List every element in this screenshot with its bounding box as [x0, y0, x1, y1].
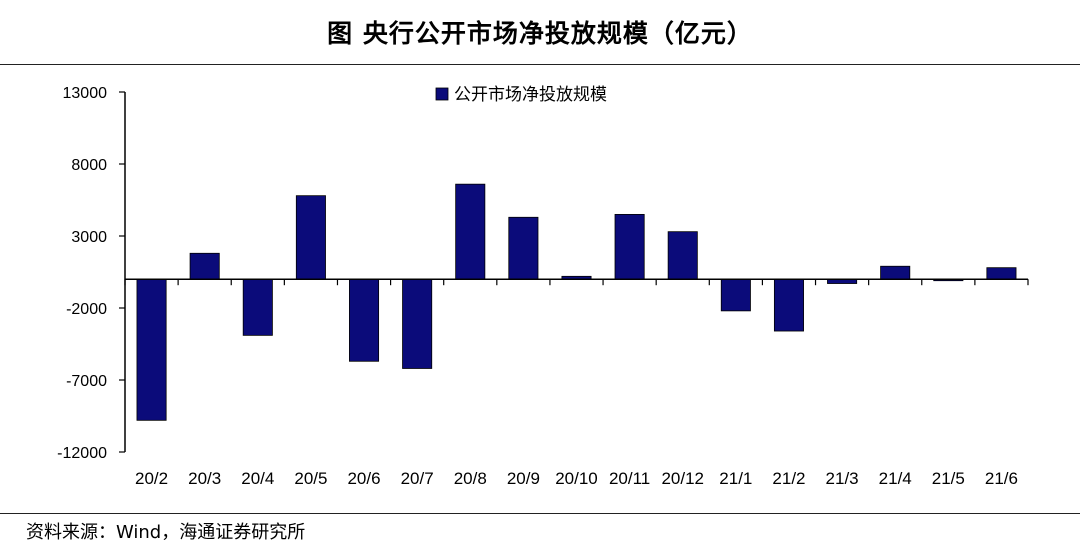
- bars: [136, 183, 1017, 421]
- bar: [349, 278, 380, 362]
- y-tick-label: -2000: [66, 301, 107, 318]
- x-tick-label: 20/4: [241, 469, 274, 488]
- x-tick-label: 20/10: [555, 469, 598, 488]
- y-axis: 13000 8000 3000 -2000 -7000 -12000: [57, 85, 126, 462]
- bar: [189, 252, 220, 280]
- bar: [242, 278, 273, 336]
- title-bar: 图 央行公开市场净投放规模（亿元）: [0, 0, 1080, 65]
- bar: [773, 278, 804, 332]
- x-tick-label: 21/6: [985, 469, 1018, 488]
- legend-swatch: [435, 87, 449, 101]
- x-tick-label: 21/2: [772, 469, 805, 488]
- bar: [508, 216, 539, 280]
- y-tick-label: -12000: [57, 445, 107, 462]
- x-tick-label: 20/3: [188, 469, 221, 488]
- bar: [720, 278, 751, 312]
- legend: 公开市场净投放规模: [435, 85, 607, 105]
- legend-label: 公开市场净投放规模: [454, 85, 607, 105]
- bar: [402, 278, 433, 369]
- bar: [614, 213, 645, 280]
- bar: [880, 265, 911, 280]
- source-note: 资料来源：Wind，海通证券研究所: [0, 513, 1080, 547]
- bar: [667, 231, 698, 280]
- x-tick-label: 21/1: [719, 469, 752, 488]
- x-tick-label: 20/5: [294, 469, 327, 488]
- y-tick-label: 13000: [63, 85, 108, 102]
- x-tick-label: 20/7: [401, 469, 434, 488]
- x-tick-label: 20/8: [454, 469, 487, 488]
- chart-title: 图 央行公开市场净投放规模（亿元）: [327, 19, 753, 48]
- x-tick-label: 20/2: [135, 469, 168, 488]
- x-tick-label: 20/12: [661, 469, 704, 488]
- bar: [986, 267, 1017, 280]
- x-tick-label: 21/4: [879, 469, 912, 488]
- x-axis: 20/2 20/3 20/4 20/5 20/6 20/7 20/8 20/9 20/10 20/…: [124, 278, 1029, 488]
- source-text: 资料来源：Wind，海通证券研究所: [26, 521, 306, 543]
- y-tick-label: -7000: [66, 373, 107, 390]
- x-tick-label: 20/9: [507, 469, 540, 488]
- x-tick-label: 20/11: [609, 469, 650, 488]
- x-tick-label: 20/6: [347, 469, 380, 488]
- bar: [295, 195, 326, 280]
- y-tick-label: 8000: [71, 157, 107, 174]
- y-tick-label: 3000: [71, 229, 107, 246]
- bar: [455, 183, 486, 280]
- x-tick-label: 21/3: [826, 469, 859, 488]
- bar: [136, 278, 167, 421]
- x-tick-label: 21/5: [932, 469, 965, 488]
